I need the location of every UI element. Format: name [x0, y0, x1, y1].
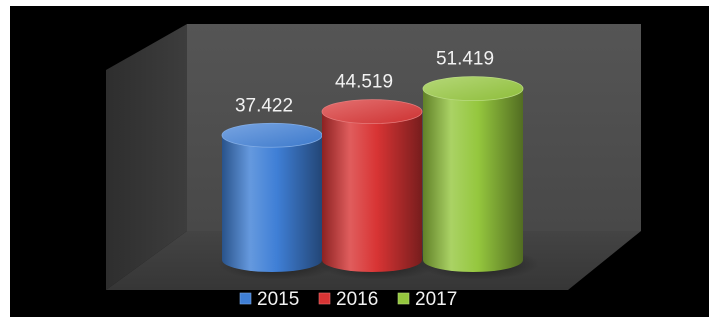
legend-item-2017: 2017	[397, 289, 457, 310]
data-label-2016: 44.519	[335, 72, 393, 93]
bar-top	[321, 99, 423, 125]
data-labels: 37.422 44.519 51.419	[235, 49, 494, 117]
legend-label: 2016	[336, 289, 378, 310]
legend-label: 2015	[257, 289, 299, 310]
bar-top	[422, 76, 524, 102]
bar-body	[423, 88, 523, 272]
bar-body	[222, 135, 322, 272]
data-label-2015: 37.422	[235, 95, 293, 116]
bar-series	[218, 76, 539, 280]
legend-swatch	[239, 292, 252, 305]
data-label-2017: 51.419	[436, 49, 494, 70]
bar-2016	[318, 99, 438, 280]
legend: 2015 2016 2017	[239, 289, 457, 310]
bar-chart: 37.422 44.519 51.419 2015 2016 2017	[106, 24, 641, 310]
bar-body	[322, 111, 422, 272]
legend-item-2016: 2016	[318, 289, 378, 310]
chart-container: 37.422 44.519 51.419 2015 2016 2017	[10, 6, 709, 317]
legend-swatch	[318, 292, 331, 305]
legend-item-2015: 2015	[239, 289, 299, 310]
legend-swatch	[397, 292, 410, 305]
bar-top	[221, 122, 323, 148]
bar-2017	[419, 76, 539, 280]
bar-2015	[218, 122, 338, 280]
legend-label: 2017	[415, 289, 457, 310]
plot-side-wall	[106, 24, 187, 290]
